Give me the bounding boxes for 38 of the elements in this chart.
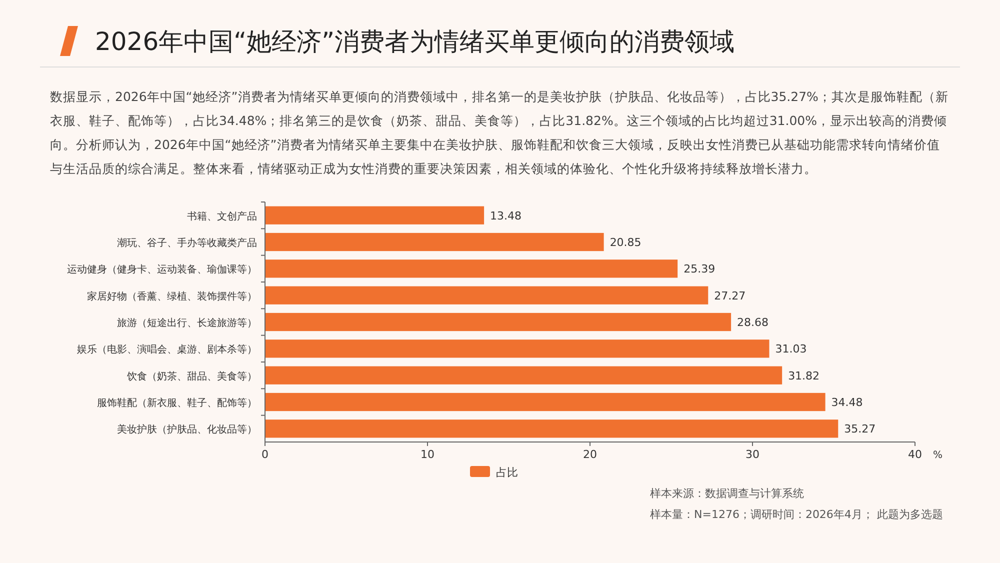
data-label: 35.27 bbox=[844, 422, 876, 436]
bar bbox=[265, 392, 826, 412]
chart-subtitle: 数据显示，2026年中国“她经济”消费者为情绪买单更倾向的消费领域中，排名第一的是美妆护肤（护肤品、化妆品等），占比35.27%；其次是服饰鞋配（新衣服、鞋子、配饰等），占比34.48%；排名第三的是饮食（奶茶、甜品、美食等），占比31.82%。这三个领域的占比均超过31.00%，显示出较高的消费倾向。分析师认为，2026年中国“她经济”消费者为情绪买单主要集中在美妆护肤、服饰鞋配和饮食三大领域，反映出女性消费已从基础功能需求转向情绪价值与生活品质的综合满足。整体来看，情绪驱动正成为女性消费的重要决策因素，相关领域的体验化、个性化升级将持续释放增长潜力。 bbox=[50, 89, 948, 176]
x-tick-label: 0 bbox=[262, 448, 268, 461]
bar bbox=[265, 206, 484, 224]
bar bbox=[265, 366, 782, 384]
x-tick-label: 40 bbox=[908, 448, 922, 461]
data-label: 28.68 bbox=[737, 316, 769, 329]
data-label: 20.85 bbox=[610, 236, 642, 249]
bar bbox=[265, 232, 604, 252]
x-tick-label: 10 bbox=[420, 448, 434, 461]
text: 样本量：N=1276；调研时间：2026年4月； 此题为多选题 bbox=[650, 508, 943, 521]
y-tick-label: 旅游（短途出行、长途旅游等） bbox=[117, 317, 257, 329]
y-tick-label: 美妆护肤（护肤品、化妆品等） bbox=[117, 424, 257, 436]
y-tick-label: 潮玩、谷子、手办等收藏类产品 bbox=[117, 237, 257, 249]
text: 样本来源：数据调查与计算系统 bbox=[650, 487, 804, 500]
data-label: 31.03 bbox=[775, 342, 807, 356]
data-label: 31.82 bbox=[788, 369, 820, 382]
data-label: 34.48 bbox=[831, 396, 863, 409]
y-tick-label: 运动健身（健身卡、运动装备、瑜伽课等） bbox=[67, 264, 257, 276]
bar bbox=[265, 260, 678, 278]
y-tick-label: 饮食（奶茶、甜品、美食等） bbox=[126, 370, 257, 382]
bar bbox=[265, 286, 708, 304]
x-axis-title: % bbox=[933, 450, 943, 461]
data-label: 27.27 bbox=[714, 289, 746, 302]
y-tick-label: 服饰鞋配（新衣服、鞋子、配饰等） bbox=[97, 397, 257, 409]
bar bbox=[265, 340, 770, 358]
chart-title: 2026年中国“她经济”消费者为情绪买单更倾向的消费领域 bbox=[95, 27, 735, 56]
data-label: 25.39 bbox=[684, 262, 716, 276]
y-tick-label: 书籍、文创产品 bbox=[187, 210, 257, 222]
x-tick-label: 30 bbox=[746, 448, 760, 461]
data-label: 13.48 bbox=[490, 209, 522, 222]
bar bbox=[265, 312, 732, 332]
x-tick-label: 20 bbox=[583, 448, 597, 461]
y-tick-label: 家居好物（香薰、绿植、装饰摆件等） bbox=[87, 290, 257, 302]
y-tick-label: 娱乐（电影、演唱会、桌游、剧本杀等） bbox=[77, 344, 257, 356]
legend-label: 占比 bbox=[496, 466, 518, 479]
bar bbox=[265, 420, 838, 438]
